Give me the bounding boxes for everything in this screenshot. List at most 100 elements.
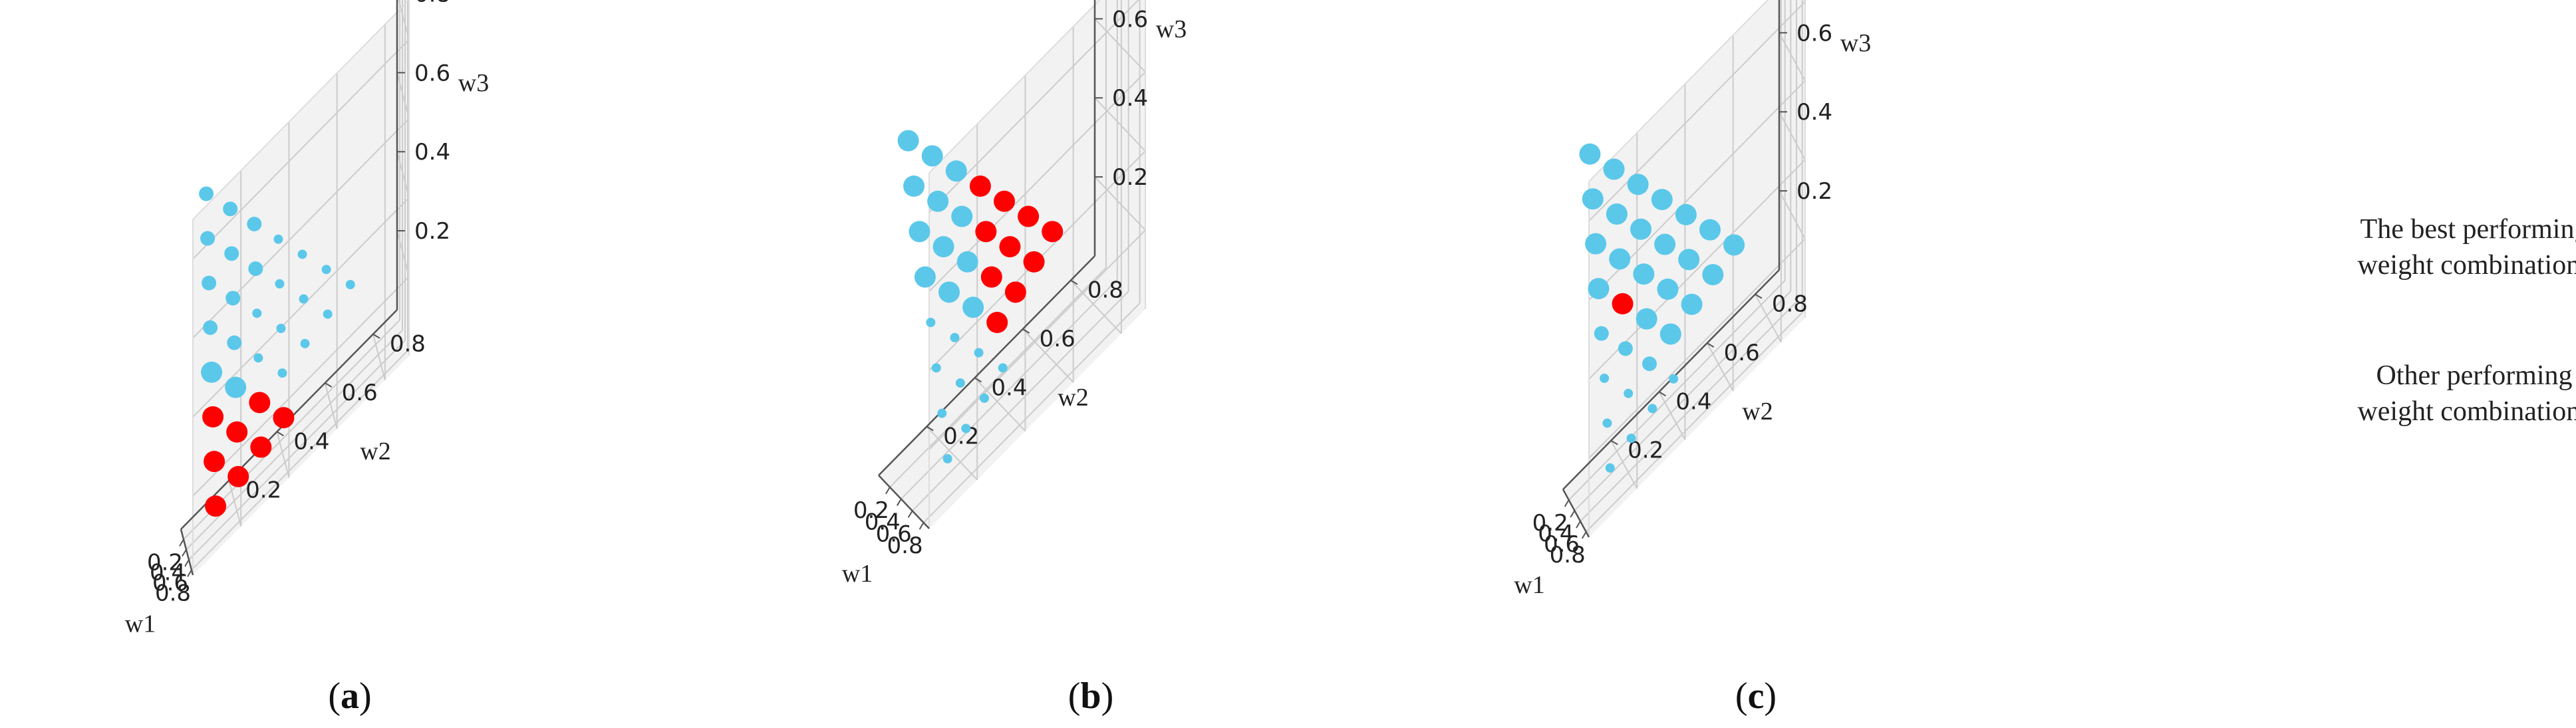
pane-edge xyxy=(1588,0,1769,182)
gridline xyxy=(1779,190,1806,239)
other-point xyxy=(897,130,919,152)
gridline xyxy=(1568,280,1786,501)
w2-tick xyxy=(974,377,982,383)
best-point xyxy=(1023,251,1045,273)
gridline xyxy=(398,0,410,40)
w3-tick-label: 0.6 xyxy=(414,60,450,86)
back-pane xyxy=(193,0,409,575)
best-point xyxy=(227,465,249,487)
other-point xyxy=(253,353,263,363)
other-point xyxy=(998,363,1008,373)
other-point xyxy=(248,261,263,277)
other-point xyxy=(937,408,947,418)
w1-tick-label: 0.8 xyxy=(155,580,191,606)
other-point xyxy=(931,363,941,373)
best-point xyxy=(1004,281,1026,303)
caption-letter: a xyxy=(341,675,359,717)
w2-tick xyxy=(1707,342,1715,348)
other-point xyxy=(299,294,309,304)
other-point xyxy=(1654,233,1676,255)
other-point xyxy=(956,251,978,273)
gridline xyxy=(1779,111,1806,160)
other-point xyxy=(974,348,984,358)
w1-tick-label: 0.4 xyxy=(150,560,186,586)
side-pane xyxy=(1779,0,1805,318)
best-point xyxy=(986,312,1008,333)
other-point xyxy=(247,217,262,231)
w1-tick xyxy=(179,539,184,546)
other-point xyxy=(955,378,965,388)
w2-tick xyxy=(1658,391,1666,397)
other-point xyxy=(275,279,285,289)
w3-tick-label: 0.4 xyxy=(1796,99,1832,126)
w2-axis-label: w2 xyxy=(1058,384,1088,412)
best-point xyxy=(202,406,224,427)
gridline xyxy=(1574,291,1792,511)
gridline xyxy=(188,340,406,560)
gridline xyxy=(1585,312,1803,533)
w2-tick xyxy=(1070,279,1078,285)
gridline xyxy=(1070,279,1122,334)
w2-tick-label: 0.6 xyxy=(342,380,378,406)
other-point xyxy=(961,424,971,433)
other-point xyxy=(1588,278,1610,300)
gridline xyxy=(1094,97,1146,152)
other-point xyxy=(938,281,960,303)
w2-axis-label: w2 xyxy=(360,437,390,465)
w2-tick-label: 0.2 xyxy=(245,477,281,504)
gridline xyxy=(1588,238,1806,459)
w1-axis-line xyxy=(878,475,930,529)
w3-tick-label: 0.8 xyxy=(414,0,450,7)
other-point xyxy=(276,324,286,333)
other-point xyxy=(252,308,262,318)
w3-tick-label: 0.4 xyxy=(1112,85,1148,112)
gridline xyxy=(911,291,1129,512)
other-point xyxy=(1600,374,1610,383)
gridline xyxy=(1610,440,1638,489)
other-point xyxy=(277,368,287,378)
gridline xyxy=(1094,18,1146,73)
other-point xyxy=(227,335,242,350)
gridline xyxy=(926,425,978,481)
other-point xyxy=(1651,189,1673,211)
w1-tick xyxy=(182,549,187,557)
gridline xyxy=(191,350,408,571)
other-point xyxy=(1602,418,1612,428)
w1-tick xyxy=(907,510,913,518)
other-point xyxy=(1606,203,1628,225)
other-point xyxy=(225,291,241,306)
gridline xyxy=(974,377,1026,432)
w2-tick-label: 0.4 xyxy=(293,428,329,455)
w3-axis-label: w3 xyxy=(1156,15,1187,43)
gridline xyxy=(192,39,410,260)
panel-caption: (c) xyxy=(1735,675,1777,717)
other-point xyxy=(202,275,217,291)
gridline xyxy=(324,382,338,429)
other-point xyxy=(1579,143,1601,165)
best-point xyxy=(980,266,1002,288)
gridline xyxy=(276,431,290,478)
other-point xyxy=(1681,293,1703,315)
other-point xyxy=(273,234,283,244)
other-point xyxy=(297,249,307,259)
gridline xyxy=(1022,328,1074,383)
other-point xyxy=(1633,263,1655,285)
other-point xyxy=(1723,234,1745,256)
w2-tick xyxy=(1610,439,1618,445)
best-point xyxy=(1042,221,1064,243)
other-point xyxy=(1582,188,1604,210)
w2-tick xyxy=(325,382,333,388)
w2-tick-label: 0.8 xyxy=(1772,291,1808,318)
w3-axis-label: w3 xyxy=(458,69,489,97)
w2-tick-label: 0.4 xyxy=(991,374,1027,401)
caption-open-paren: ( xyxy=(1735,675,1748,717)
gridline xyxy=(192,276,410,497)
w2-axis-label: w2 xyxy=(1742,398,1773,425)
best-point xyxy=(205,495,227,517)
best-point xyxy=(204,451,225,473)
legend: The best performing weight combinations … xyxy=(2357,214,2576,427)
w2-tick-label: 0.6 xyxy=(1040,326,1075,352)
other-point xyxy=(1603,158,1625,180)
w1-tick-label: 0.4 xyxy=(865,509,901,536)
